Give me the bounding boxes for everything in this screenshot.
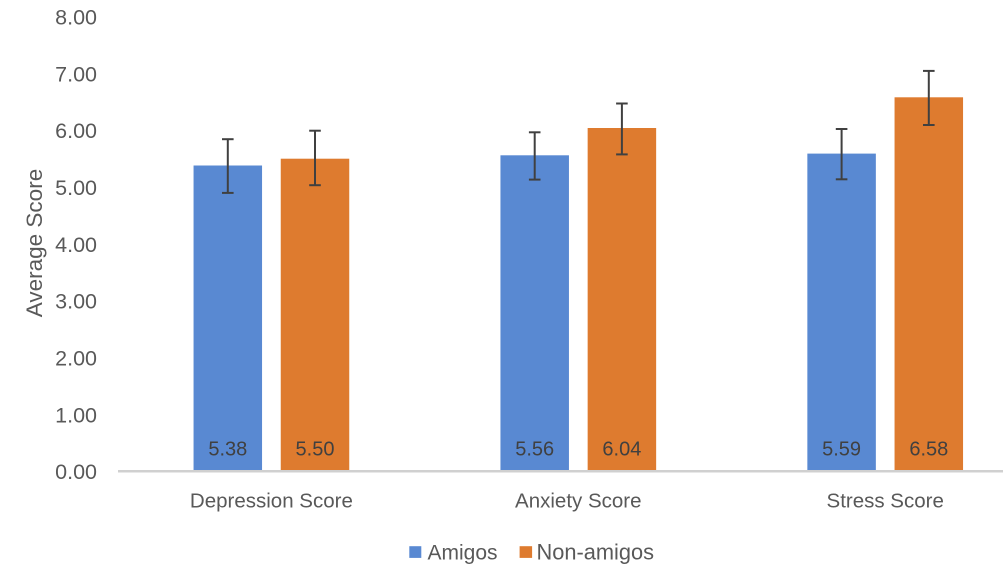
svg-text:Amigos: Amigos [428, 541, 498, 564]
svg-text:1.00: 1.00 [55, 403, 97, 427]
svg-text:6.04: 6.04 [602, 438, 641, 460]
svg-text:7.00: 7.00 [55, 62, 97, 86]
svg-text:6.00: 6.00 [55, 119, 97, 143]
svg-text:4.00: 4.00 [55, 233, 97, 257]
svg-text:5.00: 5.00 [55, 176, 97, 200]
svg-text:6.58: 6.58 [909, 438, 948, 460]
svg-text:Stress Score: Stress Score [827, 490, 944, 513]
svg-text:5.56: 5.56 [515, 438, 554, 460]
svg-text:8.00: 8.00 [55, 5, 97, 29]
svg-text:Depression Score: Depression Score [190, 490, 353, 513]
svg-text:Average Score: Average Score [22, 169, 47, 317]
svg-text:0.00: 0.00 [55, 460, 97, 484]
svg-text:Non-amigos: Non-amigos [537, 540, 655, 565]
svg-text:3.00: 3.00 [55, 290, 97, 314]
svg-text:5.59: 5.59 [822, 438, 861, 460]
svg-text:2.00: 2.00 [55, 347, 97, 371]
svg-text:5.38: 5.38 [208, 438, 247, 460]
svg-text:5.50: 5.50 [296, 438, 335, 460]
svg-text:Anxiety Score: Anxiety Score [515, 490, 641, 513]
